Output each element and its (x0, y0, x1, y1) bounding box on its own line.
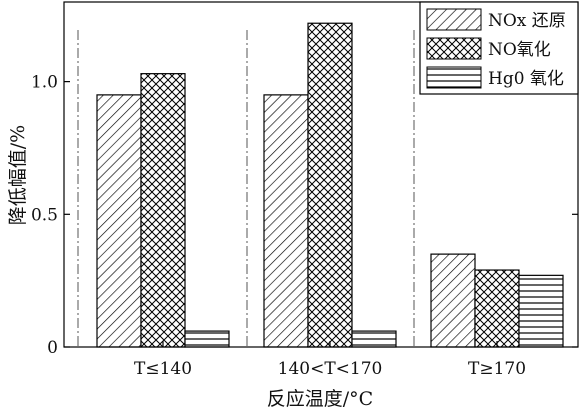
legend-swatch-3 (426, 66, 482, 89)
y-tick-label: 0 (47, 338, 58, 358)
legend-swatch-1 (426, 8, 482, 31)
bars-layer (96, 22, 564, 348)
legend-swatch-2 (426, 37, 482, 60)
x-tick-label: T≥170 (468, 359, 526, 379)
y-tick-label: 0.5 (31, 205, 58, 225)
bar-series1-group3 (430, 253, 476, 348)
x-axis: T≤140 140<T<170 T≥170 (134, 341, 526, 379)
x-tick-label: 140<T<170 (278, 359, 383, 379)
bar-series1-group2 (263, 94, 309, 348)
x-axis-title: 反应温度/°C (267, 388, 373, 410)
legend-label-1: NOx 还原 (488, 11, 566, 31)
group-separators (77, 30, 415, 347)
bar-series3-group3 (518, 274, 564, 348)
legend-label-3: Hg0 氧化 (488, 69, 564, 89)
x-tick-label: T≤140 (134, 359, 192, 379)
bar-series2-group1 (140, 73, 186, 348)
plot-frame (63, 1, 579, 348)
legend-label-2: NO氧化 (488, 40, 551, 60)
y-tick-label: 1.0 (31, 73, 58, 93)
bar-series3-group2 (351, 330, 397, 348)
legend: NOx 还原 NO氧化 Hg0 氧化 (419, 1, 579, 95)
bar-series2-group3 (474, 269, 520, 348)
y-axis-title: 降低幅值/% (7, 125, 29, 225)
bar-series3-group1 (184, 330, 230, 348)
bar-series2-group2 (307, 22, 353, 348)
bar-series1-group1 (96, 94, 142, 348)
